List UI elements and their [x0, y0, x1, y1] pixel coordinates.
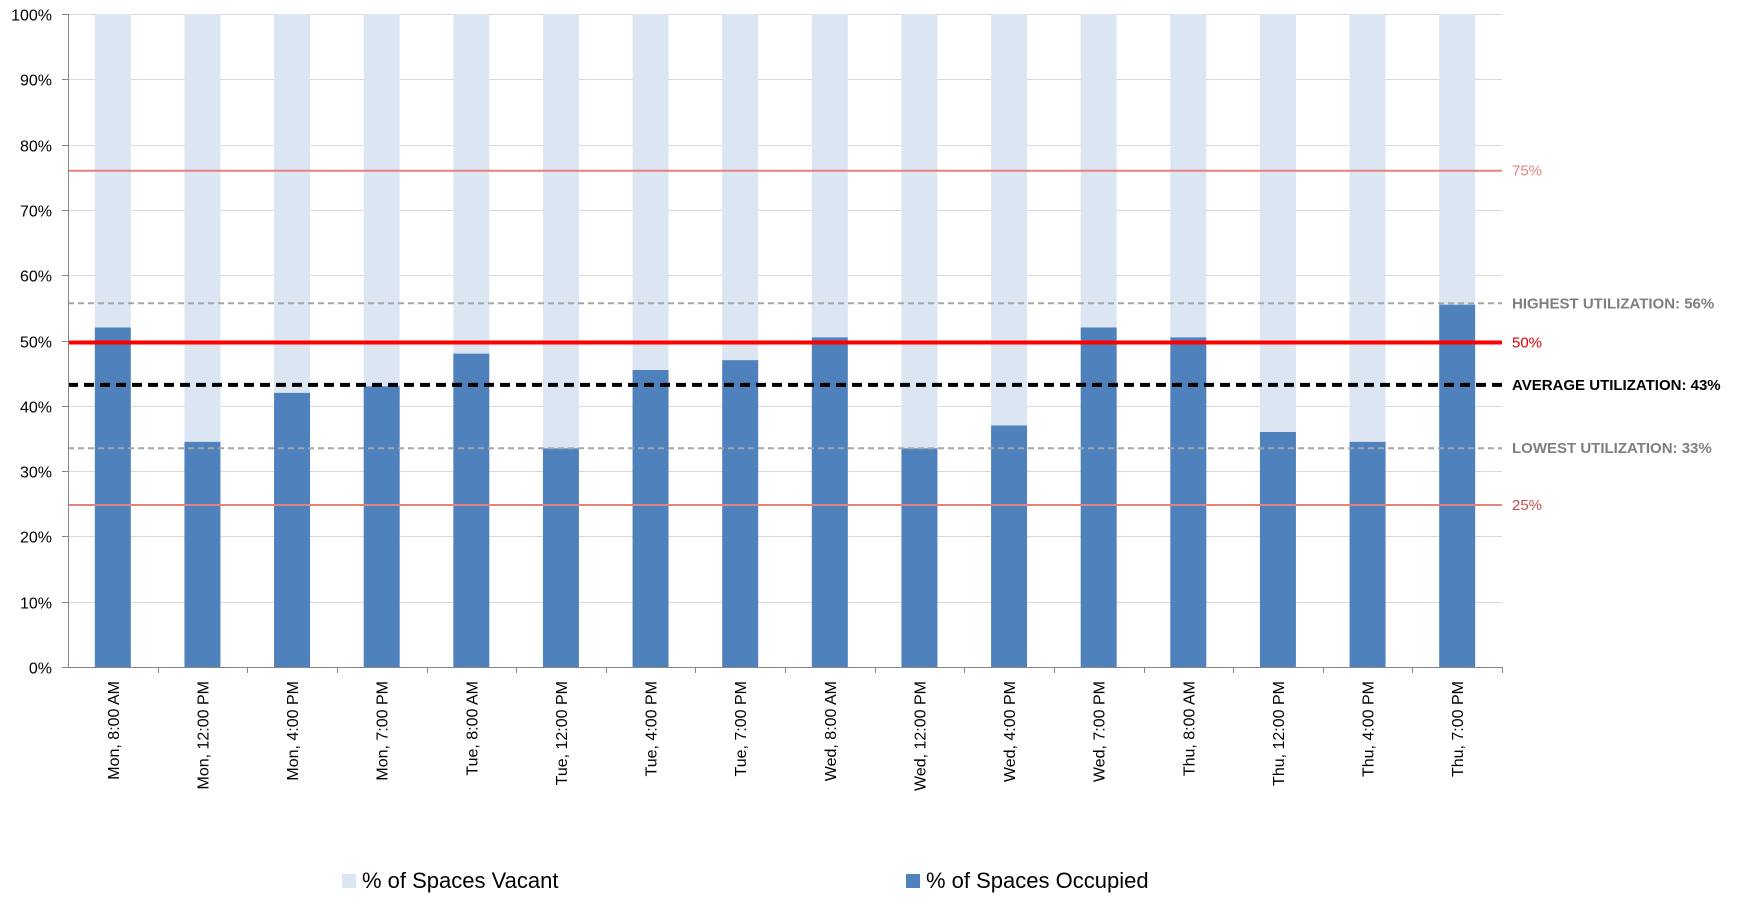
bar-occupied [901, 448, 938, 667]
x-category-label: Thu, 12:00 PM [1271, 681, 1288, 786]
bar-occupied [1080, 327, 1117, 667]
bar-vacant [542, 14, 579, 449]
bar-occupied [632, 369, 669, 667]
reference-line-label: AVERAGE UTILIZATION: 43% [1512, 377, 1721, 394]
legend-label-vacant: % of Spaces Vacant [362, 868, 559, 893]
x-category-label: Tue, 4:00 PM [644, 681, 661, 776]
bar-vacant [1439, 14, 1476, 305]
reference-line-label: 75% [1512, 163, 1542, 180]
y-tick-label: 50% [20, 335, 52, 352]
x-category-label: Tue, 12:00 PM [554, 681, 571, 785]
bar-occupied [94, 327, 131, 667]
bar-occupied [1259, 431, 1296, 667]
legend-item-occupied: % of Spaces Occupied [906, 868, 1149, 894]
y-tick-label: 40% [20, 400, 52, 417]
x-category-label: Thu, 7:00 PM [1450, 681, 1467, 777]
y-tick-label: 60% [20, 269, 52, 286]
bar-vacant [363, 14, 400, 387]
bar-occupied [811, 337, 848, 667]
x-category-label: Mon, 4:00 PM [285, 681, 302, 781]
legend-swatch-vacant [342, 874, 356, 888]
x-category-label: Tue, 7:00 PM [733, 681, 750, 776]
bar-occupied [184, 441, 221, 667]
y-tick-label: 30% [20, 465, 52, 482]
y-tick-label: 0% [29, 661, 52, 678]
bar-vacant [632, 14, 669, 370]
bar-occupied [1439, 304, 1476, 667]
bar-occupied [274, 392, 311, 667]
legend-label-occupied: % of Spaces Occupied [926, 868, 1149, 893]
bar-vacant [184, 14, 221, 442]
bar-vacant [453, 14, 490, 354]
x-category-label: Mon, 12:00 PM [195, 681, 212, 790]
bar-vacant [1259, 14, 1296, 432]
x-category-label: Wed, 4:00 PM [1002, 681, 1019, 782]
bar-occupied [453, 353, 490, 667]
reference-line-label: LOWEST UTILIZATION: 33% [1512, 440, 1712, 457]
bar-vacant [991, 14, 1028, 426]
x-category-label: Tue, 8:00 AM [464, 681, 481, 776]
bar-occupied [1170, 337, 1207, 667]
bar-occupied [991, 425, 1028, 667]
reference-line-label: HIGHEST UTILIZATION: 56% [1512, 295, 1714, 312]
y-tick-label: 90% [20, 73, 52, 90]
bar-occupied [363, 386, 400, 667]
y-tick-label: 100% [11, 8, 52, 25]
reference-lines [68, 169, 1502, 507]
bar-occupied [542, 448, 579, 667]
axes [62, 14, 1503, 673]
bar-vacant [811, 14, 848, 338]
bar-vacant [1170, 14, 1207, 338]
bar-occupied [1349, 441, 1386, 667]
bar-vacant [1349, 14, 1386, 442]
legend-swatch-occupied [906, 874, 920, 888]
reference-line-label: 50% [1512, 334, 1542, 351]
bar-vacant [901, 14, 938, 449]
x-category-labels: Mon, 8:00 AM Mon, 12:00 PM Mon, 4:00 PM Mon… [106, 681, 1467, 791]
x-category-label: Mon, 8:00 AM [106, 681, 123, 780]
y-tick-label: 10% [20, 596, 52, 613]
reference-line-label: 25% [1512, 497, 1542, 514]
reference-line-labels: 75% HIGHEST UTILIZATION: 56% 50% AVERAGE UT… [1512, 163, 1721, 514]
bar-occupied [722, 360, 759, 667]
x-category-label: Thu, 4:00 PM [1361, 681, 1378, 777]
y-tick-label: 70% [20, 204, 52, 221]
x-category-label: Wed, 8:00 AM [823, 681, 840, 781]
bar-series [94, 14, 1476, 667]
x-category-label: Wed, 12:00 PM [912, 681, 929, 791]
x-category-label: Wed, 7:00 PM [1092, 681, 1109, 782]
y-tick-label: 80% [20, 139, 52, 156]
bar-vacant [274, 14, 311, 393]
x-category-label: Thu, 8:00 AM [1181, 681, 1198, 776]
x-category-label: Mon, 7:00 PM [375, 681, 392, 781]
bar-vacant [722, 14, 759, 361]
legend-item-vacant: % of Spaces Vacant [342, 868, 559, 894]
y-tick-label: 20% [20, 530, 52, 547]
y-tick-labels: 0% 10% 20% 30% 40% 50% 60% 70% 80% 90% 100% [11, 8, 52, 678]
